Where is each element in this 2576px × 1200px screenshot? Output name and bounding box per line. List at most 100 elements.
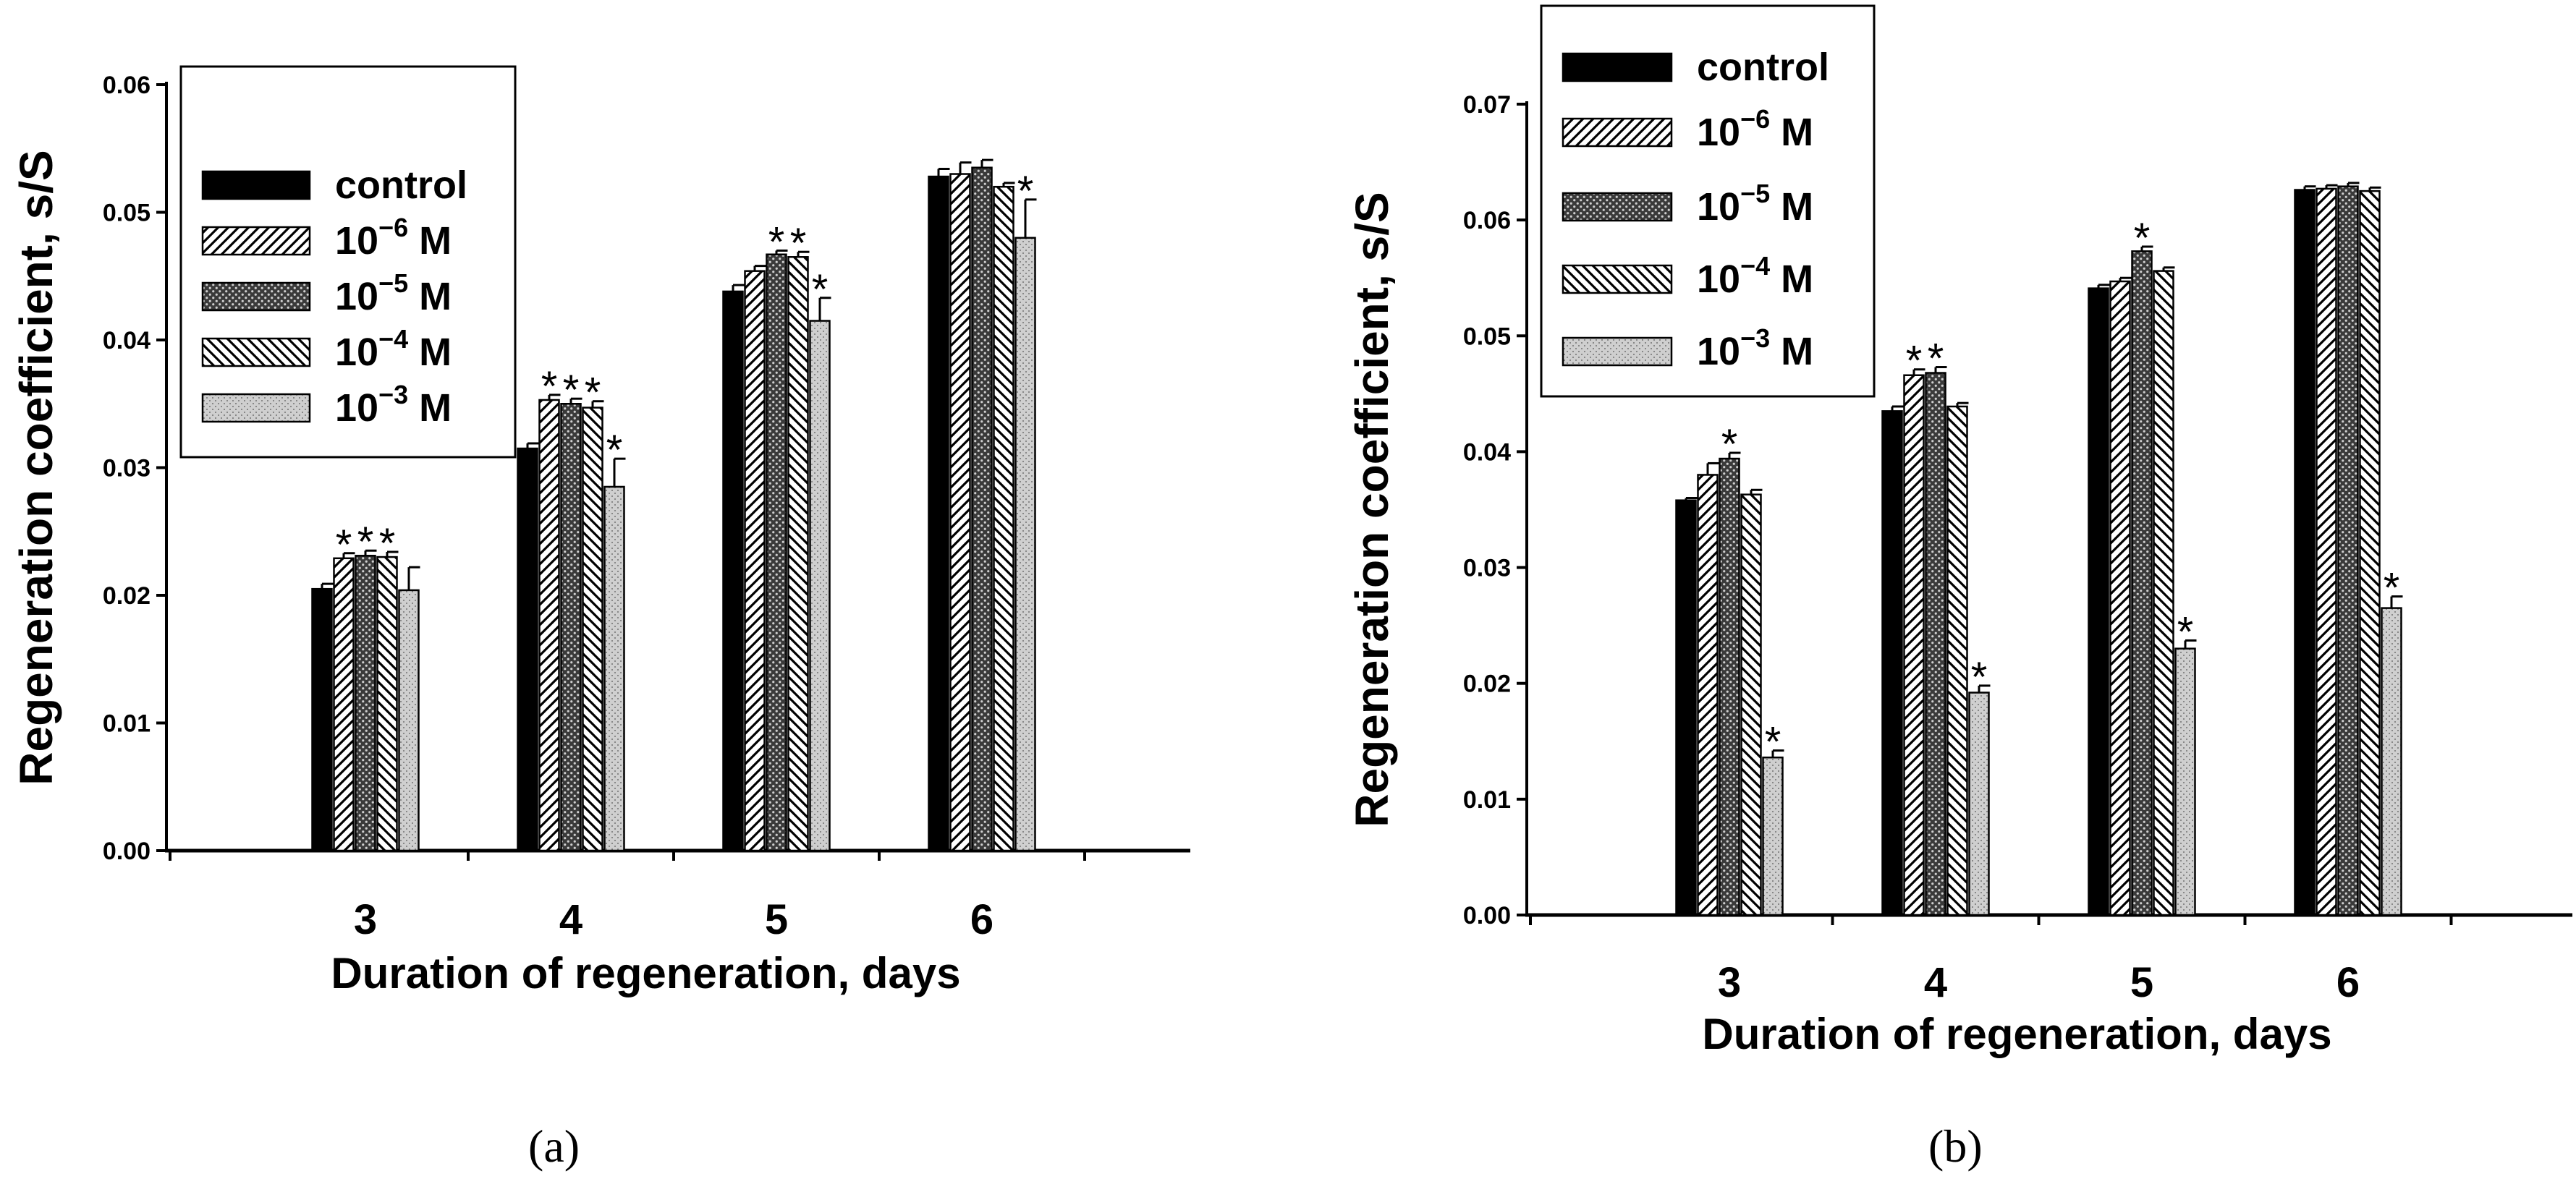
significance-marker: * [541,363,558,410]
x-axis-title: Duration of regeneration, days [331,949,960,997]
significance-marker: * [790,220,807,267]
y-tick-label: 0.01 [1463,786,1511,814]
bar [744,270,766,852]
significance-marker: * [1721,421,1738,468]
bar [1675,499,1697,916]
bar [971,166,993,852]
legend-swatch [1562,264,1673,294]
legend: control 10−6 M 10−5 M 10−4 M 10−3 M [1540,4,1876,398]
significance-marker: * [1971,654,1988,701]
chart-panel-b: 0.00 0.01 0.02 0.03 0.04 0.05 0.06 0.07 3 4 5 6Dura… [1346,4,2572,1058]
significance-marker: * [1928,336,1944,383]
y-tick-label: 0.07 [1463,91,1511,119]
legend-label: 10−4 M [335,324,452,374]
significance-marker: * [1017,168,1034,215]
bar [538,399,560,852]
x-tick-label: 3 [1718,959,1741,1006]
y-tick-label: 0.02 [103,582,151,610]
legend-swatch [1562,192,1673,222]
x-tick-label: 6 [2336,959,2360,1006]
bar [2381,607,2402,916]
y-tick-label: 0.04 [1463,438,1511,466]
bar [1968,692,1990,916]
legend-swatch [1562,52,1673,82]
bar [1946,405,1968,916]
significance-marker: * [2384,565,2400,612]
significance-marker: * [1906,338,1923,385]
bar [1925,372,1946,916]
bar [1719,457,1740,916]
y-tick-label: 0.03 [1463,555,1511,582]
bar [1014,237,1036,852]
legend-swatch [201,281,311,312]
significance-marker: * [606,427,623,474]
bar [809,320,831,852]
panel-label-b: (b) [1928,1120,1983,1172]
x-tick-label: 4 [559,896,582,943]
y-tick-label: 0.04 [103,327,151,354]
legend-label: 10−5 M [335,268,452,318]
legend-label: control [1697,46,1829,89]
y-axis-title: Regeneration coefficient, s/S [1346,192,1398,827]
bar [1762,756,1784,916]
bar [928,175,949,852]
bar [517,447,538,852]
y-tick-label: 0.06 [1463,207,1511,234]
legend-label: 10−4 M [1697,251,1813,301]
bar [311,587,333,852]
bar [355,555,376,852]
y-tick-label: 0.02 [1463,671,1511,698]
legend-swatch [201,337,311,367]
significance-marker: * [2134,215,2151,262]
bar [766,253,787,852]
y-tick-label: 0.00 [1463,902,1511,929]
y-tick-label: 0.03 [103,455,151,482]
x-tick-label: 4 [1924,959,1947,1006]
legend-label: control [335,163,467,207]
bar [2337,185,2359,916]
y-tick-label: 0.06 [103,72,151,99]
legend-label: 10−6 M [1697,104,1813,154]
bar [2109,280,2131,916]
significance-marker: * [768,218,785,265]
x-tick-label: 3 [354,896,377,943]
significance-marker: * [357,519,374,566]
y-tick-label: 0.05 [1463,323,1511,350]
bar [993,185,1014,852]
panel-label-a: (a) [528,1120,580,1172]
bar [787,256,809,852]
y-tick-label: 0.00 [103,838,151,865]
bar [560,403,582,852]
significance-marker: * [379,520,396,567]
bar [1697,474,1719,916]
legend-label: 10−3 M [1697,323,1813,373]
bar [603,485,625,852]
legend-swatch [1562,117,1673,148]
y-tick-label: 0.01 [103,710,151,738]
x-tick-label: 5 [765,896,788,943]
bar [2359,190,2381,916]
bar [2153,270,2174,916]
bar [1881,410,1903,916]
y-axis-title: Regeneration coefficient, s/S [10,150,62,785]
legend-label: 10−3 M [335,380,452,430]
bar [2088,287,2109,916]
bar [582,407,603,852]
significance-marker: * [585,370,601,417]
legend-swatch [201,226,311,256]
x-tick-label: 6 [970,896,993,943]
bar [2316,187,2337,916]
x-axis-title: Duration of regeneration, days [1702,1010,2331,1058]
x-tick-label: 5 [2130,959,2153,1006]
bar [722,290,744,852]
legend-label: 10−6 M [335,213,452,263]
legend-label: 10−5 M [1697,179,1813,229]
bar [376,556,398,852]
y-tick-label: 0.05 [103,200,151,227]
bar [1903,374,1925,916]
bar [2174,647,2196,916]
bar [949,173,971,852]
significance-marker: * [1765,719,1781,766]
bar [333,557,355,852]
